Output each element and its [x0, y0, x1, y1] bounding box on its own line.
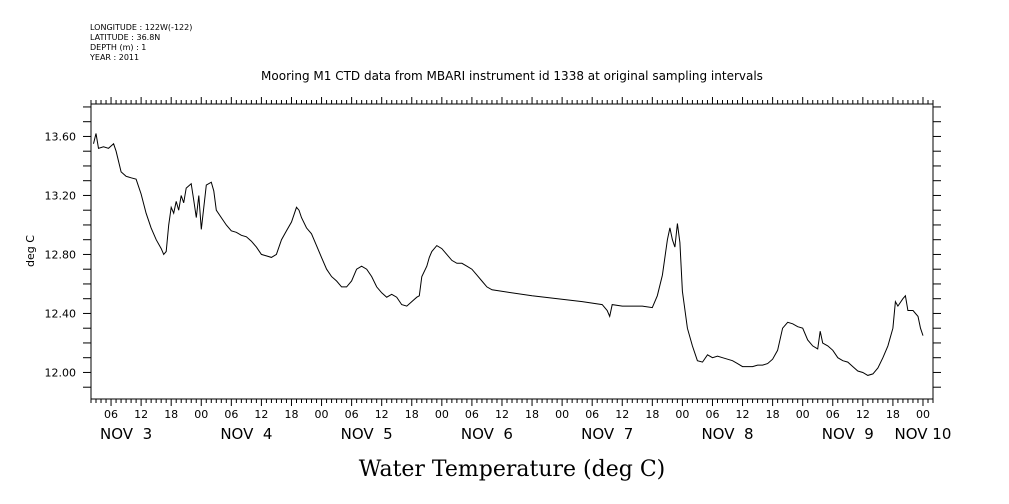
x-hour-label: 18	[766, 408, 780, 421]
series-line-water-temperature	[93, 133, 924, 376]
x-hour-label: 12	[375, 408, 389, 421]
x-day-label: NOV 9	[822, 425, 874, 443]
x-hour-label: 18	[525, 408, 539, 421]
longitude-label: LONGITUDE : 122W(-122)	[90, 23, 192, 32]
x-hour-label: 00	[194, 408, 208, 421]
x-day-label: NOV 4	[220, 425, 272, 443]
x-hour-label: 12	[615, 408, 629, 421]
x-hour-labels: 06 12 18 00 06 12 18 00 06 12 18 00 06 12 18 00 06 12 18 00…	[104, 408, 930, 421]
y-axis-label: deg C	[24, 235, 37, 267]
x-hour-label: 06	[465, 408, 479, 421]
x-hour-label: 12	[254, 408, 268, 421]
x-day-labels: NOV 3 NOV 4 NOV 5 NOV 6 NOV 7 NOV 8 NOV 9 NOV 1…	[100, 425, 951, 443]
chart-title: Mooring M1 CTD data from MBARI instrumen…	[261, 69, 763, 83]
depth-label: DEPTH (m) : 1	[90, 43, 146, 52]
plot-frame	[90, 103, 934, 400]
x-hour-label: 06	[345, 408, 359, 421]
y-tick-label: 12.00	[45, 366, 77, 379]
x-hour-label: 12	[495, 408, 509, 421]
x-axis-label: Water Temperature (deg C)	[359, 457, 666, 482]
x-hour-label: 18	[405, 408, 419, 421]
x-hour-label: 00	[675, 408, 689, 421]
x-hour-label: 06	[705, 408, 719, 421]
latitude-label: LATITUDE : 36.8N	[90, 33, 160, 42]
x-day-label: NOV 3	[100, 425, 152, 443]
x-day-label: NOV 8	[701, 425, 753, 443]
metadata-block: LONGITUDE : 122W(-122) LATITUDE : 36.8N …	[89, 23, 192, 62]
x-hour-label: 00	[796, 408, 810, 421]
x-hour-label: 00	[435, 408, 449, 421]
x-hour-label: 18	[645, 408, 659, 421]
x-hour-label: 12	[134, 408, 148, 421]
year-label: YEAR : 2011	[89, 53, 139, 62]
y-axis-ticks	[83, 106, 941, 388]
x-hour-label: 00	[916, 408, 930, 421]
x-hour-label: 12	[736, 408, 750, 421]
x-day-label: NOV 7	[581, 425, 633, 443]
y-tick-label: 13.60	[45, 130, 77, 143]
x-hour-label: 06	[826, 408, 840, 421]
x-hour-label: 06	[585, 408, 599, 421]
x-hour-label: 00	[315, 408, 329, 421]
x-axis-ticks	[90, 97, 934, 406]
y-tick-label: 13.20	[45, 189, 77, 202]
y-tick-label: 12.80	[45, 248, 77, 261]
x-hour-label: 00	[555, 408, 569, 421]
x-hour-label: 18	[164, 408, 178, 421]
y-tick-labels: 12.00 12.40 12.80 13.20 13.60	[45, 130, 77, 379]
x-day-label: NOV 10	[895, 425, 952, 443]
x-hour-label: 06	[104, 408, 118, 421]
x-day-label: NOV 5	[341, 425, 393, 443]
y-tick-label: 12.40	[45, 307, 77, 320]
x-day-label: NOV 6	[461, 425, 513, 443]
x-hour-label: 18	[284, 408, 298, 421]
x-hour-label: 18	[886, 408, 900, 421]
x-hour-label: 06	[224, 408, 238, 421]
x-hour-label: 12	[856, 408, 870, 421]
